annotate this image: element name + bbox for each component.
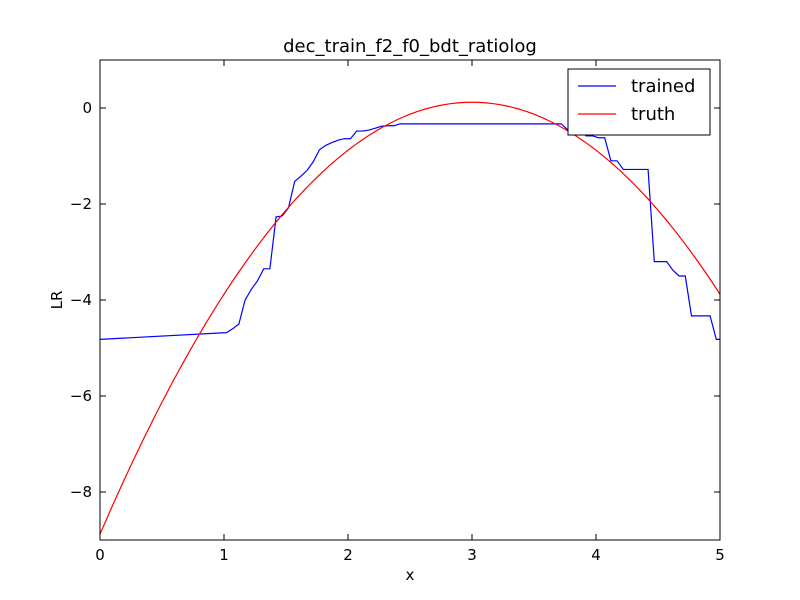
- legend-label-trained: trained: [631, 76, 695, 97]
- y-tick-label: −4: [70, 291, 92, 309]
- series-line-trained: [100, 123, 720, 340]
- y-axis-label: LR: [48, 291, 66, 310]
- y-tick-label: −2: [70, 195, 92, 213]
- x-tick-label: 4: [591, 546, 601, 564]
- chart-title: dec_train_f2_f0_bdt_ratiolog: [283, 36, 537, 57]
- x-tick-label: 1: [219, 546, 229, 564]
- x-axis-label: x: [406, 566, 415, 584]
- x-tick-label: 5: [715, 546, 725, 564]
- x-tick-label: 2: [343, 546, 353, 564]
- x-tick-label: 3: [467, 546, 477, 564]
- series-line-truth: [100, 101, 720, 535]
- legend-box: [567, 68, 711, 136]
- legend: trained truth: [567, 68, 711, 136]
- y-tick-label: 0: [82, 99, 92, 117]
- y-tick-label: −8: [70, 483, 92, 501]
- legend-label-truth: truth: [631, 104, 675, 125]
- y-tick-label: −6: [70, 387, 92, 405]
- x-tick-label: 0: [95, 546, 105, 564]
